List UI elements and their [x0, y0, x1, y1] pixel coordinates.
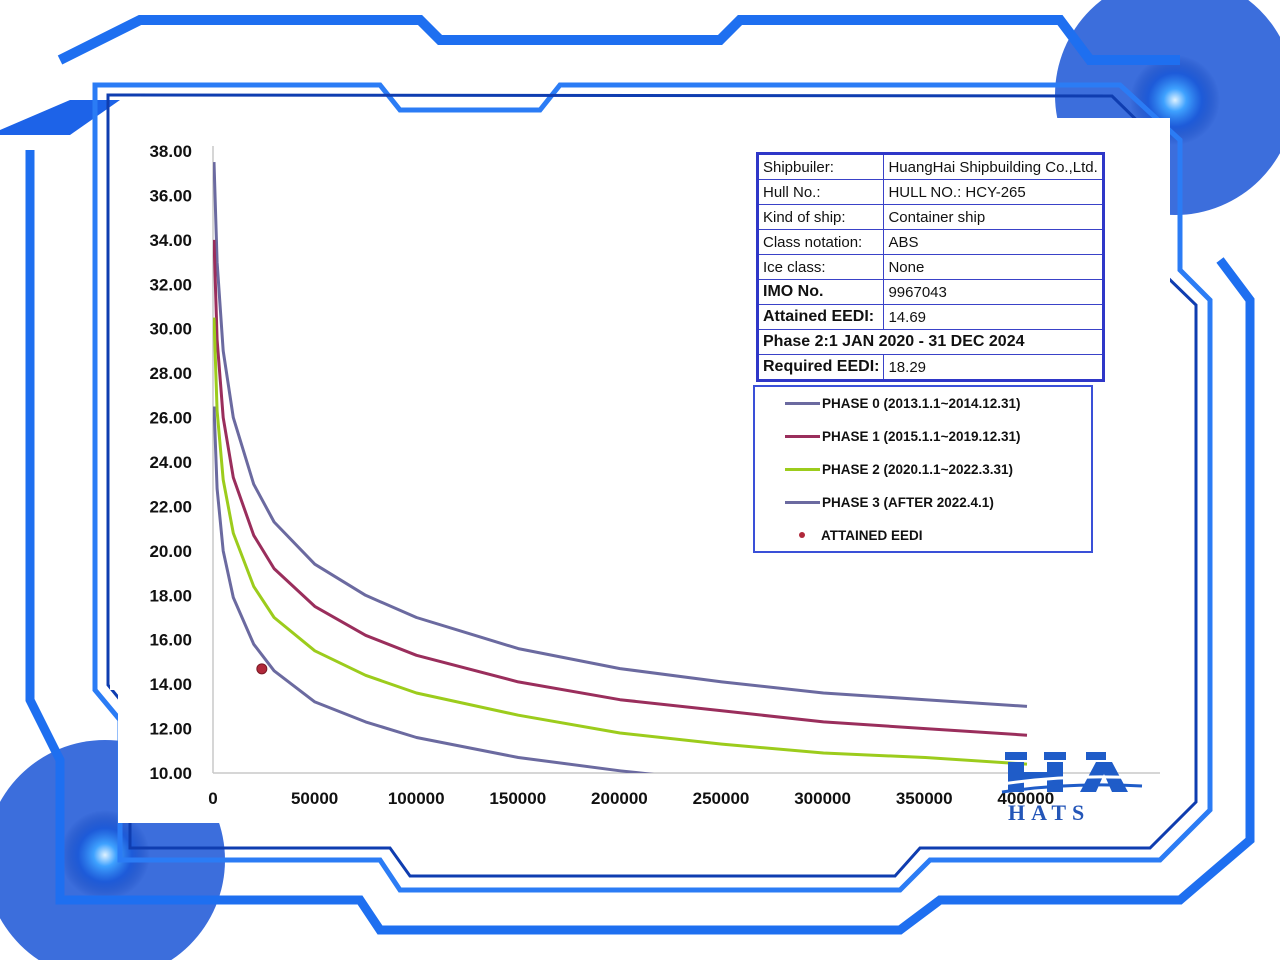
- series-line-phase1: [213, 239, 1028, 737]
- info-label: Hull No.:: [756, 179, 885, 205]
- y-tick-label: 34.00: [149, 231, 192, 250]
- imo-row: IMO No. 9967043: [756, 279, 1104, 305]
- legend-label: PHASE 3 (AFTER 2022.4.1): [822, 494, 994, 510]
- info-value: HuangHai Shipbuilding Co.,Ltd.: [883, 153, 1104, 180]
- info-label: Kind of ship:: [756, 204, 885, 230]
- attained-eedi-value: 14.69: [883, 304, 1104, 330]
- info-label: Shipbuiler:: [756, 153, 885, 180]
- legend-swatch-phase2: [785, 467, 820, 471]
- logo-text: HATS: [1008, 800, 1091, 825]
- attained-eedi-label: Attained EEDI:: [756, 304, 885, 330]
- y-tick-label: 28.00: [149, 364, 192, 383]
- info-row: Kind of ship: Container ship: [756, 204, 1104, 230]
- x-tick-label: 300000: [794, 789, 851, 808]
- legend-item-phase2: PHASE 2 (2020.1.1~2022.3.31): [785, 459, 1013, 479]
- x-tick-label: 50000: [291, 789, 338, 808]
- series-line-phase0: [213, 162, 1028, 708]
- required-eedi-value: 18.29: [883, 354, 1104, 381]
- x-tick-label: 100000: [388, 789, 445, 808]
- y-axis-ticks: 10.00 12.00 14.00 16.00 18.00 20.00 22.00 24.00…: [149, 142, 192, 783]
- legend-label: PHASE 2 (2020.1.1~2022.3.31): [822, 461, 1014, 477]
- ship-info-table: Shipbuiler: HuangHai Shipbuilding Co.,Lt…: [756, 152, 1105, 382]
- legend-swatch-phase3: [785, 500, 820, 504]
- y-tick-label: 32.00: [149, 275, 192, 294]
- series-line-phase3: [213, 406, 655, 773]
- chart-legend: PHASE 0 (2013.1.1~2014.12.31) PHASE 1 (2…: [753, 385, 1093, 553]
- y-tick-label: 36.00: [149, 186, 192, 205]
- info-label: Ice class:: [756, 254, 885, 280]
- y-tick-label: 24.00: [149, 453, 192, 472]
- imo-label: IMO No.: [756, 279, 885, 305]
- y-tick-label: 14.00: [149, 675, 192, 694]
- attained-row: Attained EEDI: 14.69: [756, 304, 1104, 330]
- legend-item-phase0: PHASE 0 (2013.1.1~2014.12.31): [785, 393, 1021, 413]
- y-tick-label: 18.00: [149, 586, 192, 605]
- legend-label: PHASE 1 (2015.1.1~2019.12.31): [822, 428, 1021, 444]
- info-value: ABS: [883, 229, 1104, 255]
- legend-item-phase1: PHASE 1 (2015.1.1~2019.12.31): [785, 426, 1021, 446]
- info-value: HULL NO.: HCY-265: [883, 179, 1104, 205]
- attained-points: [256, 663, 268, 675]
- x-tick-label: 250000: [693, 789, 750, 808]
- x-axis-ticks: 0 50000 100000 150000 200000 250000 300000 3500…: [208, 789, 1054, 808]
- y-tick-label: 26.00: [149, 409, 192, 428]
- y-tick-label: 16.00: [149, 631, 192, 650]
- phase-row: Phase 2:1 JAN 2020 - 31 DEC 2024: [757, 329, 1104, 355]
- info-row: Class notation: ABS: [756, 229, 1104, 255]
- x-tick-label: 400000: [997, 789, 1054, 808]
- y-tick-label: 30.00: [149, 320, 192, 339]
- info-value: Container ship: [883, 204, 1104, 230]
- series-lines: [213, 162, 1028, 773]
- y-tick-label: 22.00: [149, 497, 192, 516]
- legend-item-attained: ATTAINED EEDI: [785, 525, 923, 545]
- hats-logo: [1001, 752, 1143, 794]
- legend-label: PHASE 0 (2013.1.1~2014.12.31): [822, 395, 1021, 411]
- imo-value: 9967043: [883, 279, 1104, 305]
- legend-item-phase3: PHASE 3 (AFTER 2022.4.1): [785, 492, 994, 512]
- legend-marker-attained: [799, 532, 805, 538]
- x-tick-label: 350000: [896, 789, 953, 808]
- y-tick-label: 10.00: [149, 764, 192, 783]
- legend-swatch-phase1: [785, 434, 820, 438]
- x-tick-label: 0: [208, 789, 217, 808]
- required-eedi-label: Required EEDI:: [756, 354, 885, 381]
- legend-label: ATTAINED EEDI: [821, 527, 923, 543]
- series-line-phase2: [213, 317, 1028, 766]
- legend-swatch-phase0: [785, 401, 820, 405]
- info-value: None: [883, 254, 1104, 280]
- info-row: Ice class: None: [756, 254, 1104, 280]
- info-row: Hull No.: HULL NO.: HCY-265: [756, 179, 1104, 205]
- attained-eedi-point: [256, 663, 268, 675]
- info-row: Shipbuiler: HuangHai Shipbuilding Co.,Lt…: [756, 153, 1104, 180]
- y-tick-label: 38.00: [149, 142, 192, 161]
- x-tick-label: 200000: [591, 789, 648, 808]
- y-tick-label: 20.00: [149, 542, 192, 561]
- required-row: Required EEDI: 18.29: [756, 354, 1104, 381]
- phase-text: Phase 2:1 JAN 2020 - 31 DEC 2024: [757, 329, 1104, 355]
- y-tick-label: 12.00: [149, 720, 192, 739]
- info-label: Class notation:: [756, 229, 885, 255]
- x-tick-label: 150000: [489, 789, 546, 808]
